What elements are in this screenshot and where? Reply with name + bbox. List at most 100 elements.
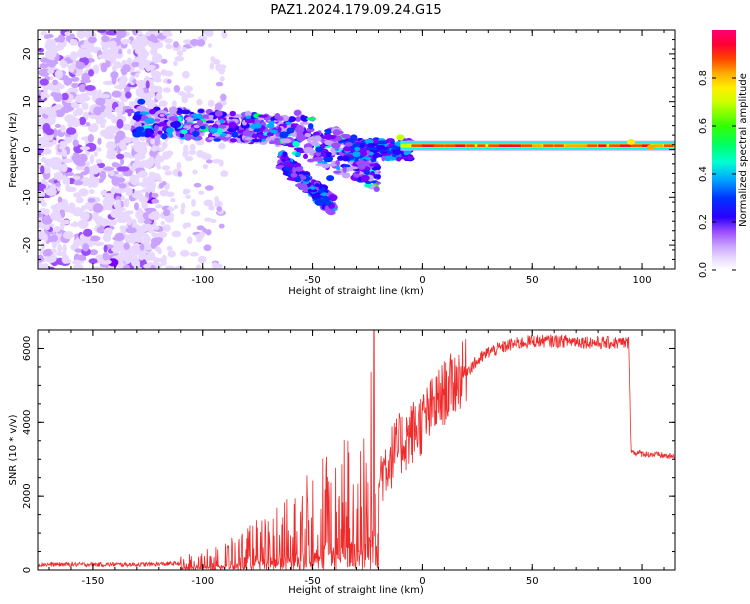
spectrogram-cell <box>306 127 315 133</box>
spectrogram-cell <box>181 202 186 211</box>
spectrogram-cell <box>88 258 98 264</box>
spectrogram-cell <box>383 155 393 162</box>
stable-band-core <box>587 144 598 147</box>
spectrogram-cell <box>38 196 45 203</box>
colorbar-tick-label: 0.4 <box>698 166 709 182</box>
spectrogram-cell <box>73 180 83 186</box>
spectrogram-cell <box>117 48 123 55</box>
spectrogram-cell <box>144 117 155 125</box>
spectrogram-cell <box>91 176 100 186</box>
stable-band-core <box>521 144 533 147</box>
spectrogram-cell <box>110 186 116 195</box>
spectrogram-cell <box>73 175 81 180</box>
spectrogram-cell <box>62 149 68 157</box>
spectrogram-cell <box>217 64 227 70</box>
spectrogram-cell <box>135 88 144 93</box>
spectrogram-cell <box>39 78 49 86</box>
spectrogram-cell <box>284 161 292 168</box>
spectrogram-cell <box>91 164 100 175</box>
spectrogram-cell <box>285 121 292 125</box>
spectrogram-cell <box>342 146 353 152</box>
spectrogram-cell <box>92 241 105 247</box>
spectrogram-y-tick-label: 10 <box>22 95 33 108</box>
snr-panel: -150 -100 -50 0 50 100 0 2000 4000 6000 Height of… <box>8 329 676 596</box>
spectrogram-cell <box>145 31 152 37</box>
spectrogram-cell <box>298 171 305 175</box>
spectrogram-cell <box>150 85 157 94</box>
spectrogram-cell <box>53 226 61 233</box>
spectrogram-cell <box>153 225 160 231</box>
spectrogram-cell <box>207 185 213 191</box>
spectrogram-cell <box>270 116 275 122</box>
stable-band-core <box>510 144 521 147</box>
spectrogram-cell <box>41 215 53 225</box>
spectrogram-cell <box>191 210 201 217</box>
spectrogram-cell <box>242 130 252 137</box>
spectrogram-cell <box>73 239 80 249</box>
spectrogram-cell <box>151 198 160 204</box>
spectrogram-x-tick-label: -150 <box>82 275 105 286</box>
spectrogram-cell <box>126 216 133 226</box>
spectrogram-cell <box>214 110 223 117</box>
spectrogram-cell <box>59 106 71 114</box>
spectrogram-cell <box>314 183 320 188</box>
spectrogram-cell <box>193 124 200 129</box>
spectrogram-cell <box>124 210 134 215</box>
spectrogram-cell <box>341 155 350 162</box>
spectrogram-cell <box>377 154 384 158</box>
spectrogram-cell <box>198 190 205 195</box>
spectrogram-cell <box>100 62 108 73</box>
spectrogram-cell <box>200 151 209 160</box>
spectrogram-cell <box>267 122 275 129</box>
spectrogram-cell <box>307 158 315 163</box>
spectrogram-cell <box>75 161 86 167</box>
spectrogram-cell <box>209 127 218 134</box>
spectrogram-cell <box>103 244 108 253</box>
spectrogram-cell <box>185 133 192 141</box>
spectrogram-cell <box>148 99 155 108</box>
spectrogram-cell <box>215 81 224 87</box>
spectrogram-cell <box>275 132 280 137</box>
spectrogram-cell <box>61 163 68 173</box>
snr-axes: -150 -100 -50 0 50 100 0 2000 4000 6000 <box>22 329 675 587</box>
spectrogram-cell <box>284 155 289 162</box>
colorbar-gradient <box>712 30 736 270</box>
spectrogram-cell <box>156 110 168 115</box>
spectrogram-cell <box>62 158 74 163</box>
spectrogram-cell <box>105 125 117 135</box>
spectrogram-cell <box>184 222 192 228</box>
spectrogram-cell <box>390 145 398 149</box>
spectrogram-cell <box>107 49 117 58</box>
stable-band-core <box>433 144 445 147</box>
spectrogram-cell <box>364 183 372 188</box>
spectrogram-cell <box>92 203 104 213</box>
spectrogram-cell <box>213 138 221 142</box>
spectrogram-cell <box>364 156 372 161</box>
spectrogram-cell <box>88 188 95 195</box>
spectrogram-cell <box>173 60 178 67</box>
spectrogram-cell <box>165 127 174 134</box>
spectrogram-cell <box>373 186 380 192</box>
chart-title: PAZ1.2024.179.09.24.G15 <box>270 3 441 18</box>
spectrogram-cell <box>119 225 127 230</box>
spectrogram-cell <box>66 127 77 135</box>
spectrogram-cell <box>40 156 47 163</box>
spectrogram-cell <box>342 166 347 173</box>
spectrogram-cell <box>161 141 168 149</box>
spectrogram-cell <box>269 129 279 134</box>
spectrogram-cell <box>138 44 143 53</box>
spectrogram-cell <box>78 153 88 164</box>
spectrogram-cell <box>310 185 316 190</box>
spectrogram-cell <box>88 114 100 119</box>
stable-band-core <box>466 144 475 147</box>
spectrogram-cell <box>40 165 45 175</box>
spectrogram-cell <box>39 63 49 69</box>
spectrogram-cell <box>137 217 146 224</box>
spectrogram-cell <box>58 201 65 209</box>
spectrogram-cell <box>208 205 215 211</box>
spectrogram-cell <box>118 207 126 212</box>
spectrogram-cell <box>207 99 215 107</box>
spectrogram-cell <box>211 262 218 269</box>
spectrogram-cell <box>189 251 199 257</box>
spectrogram-cell <box>63 77 73 86</box>
